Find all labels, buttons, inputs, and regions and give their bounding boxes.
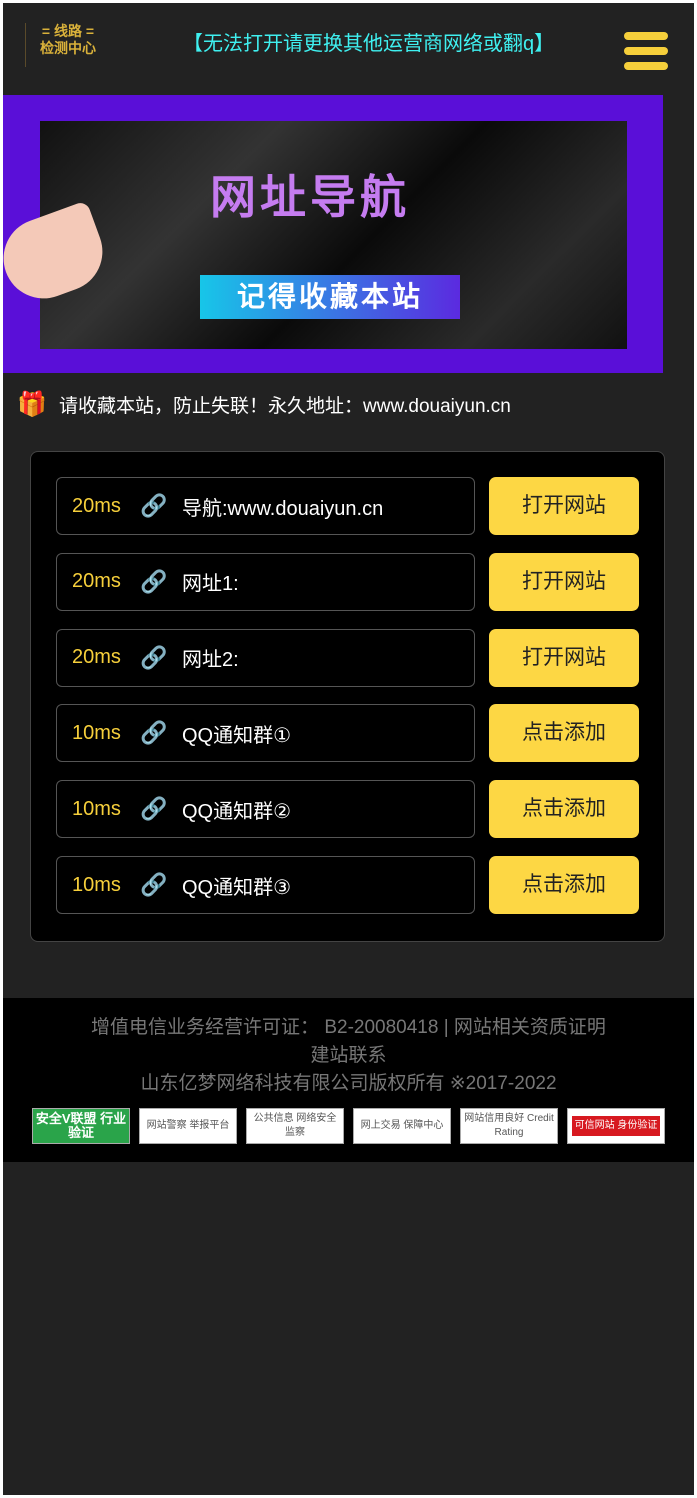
link-name: QQ通知群①: [182, 724, 292, 747]
logo-line2: 检测中心: [40, 40, 96, 56]
link-row: 20ms 🔗 导航:www.douaiyun.cn 打开网站: [56, 477, 639, 535]
latency: 10ms: [72, 721, 121, 744]
contact-link[interactable]: 建站联系: [310, 1045, 387, 1066]
page: = 线路 = 检测中心 【无法打开请更换其他运营商网络或翻q】 网址导航 记得收…: [0, 3, 694, 1495]
latency: 10ms: [72, 873, 121, 896]
banner-title: 网址导航: [210, 170, 410, 224]
open-button[interactable]: 打开网站: [489, 477, 639, 535]
link-row: 20ms 🔗 网址2: 打开网站: [56, 628, 639, 687]
open-button[interactable]: 点击添加: [489, 704, 639, 763]
trusted-site-badge[interactable]: 可信网站 身份验证: [567, 1108, 665, 1144]
license-text[interactable]: 增值电信业务经营许可证： B2-20080418 | 网站相关资质证明: [91, 1017, 606, 1038]
header: = 线路 = 检测中心 【无法打开请更换其他运营商网络或翻q】: [3, 3, 694, 93]
banner: 网址导航 记得收藏本站: [0, 95, 663, 373]
link-name: 网址2:: [182, 649, 239, 672]
latency: 20ms: [72, 646, 121, 669]
link-item[interactable]: 20ms 🔗 网址2:: [56, 628, 475, 687]
links-panel: 20ms 🔗 导航:www.douaiyun.cn 打开网站 20ms 🔗 网址1: 打开网站…: [30, 451, 665, 942]
logo[interactable]: = 线路 = 检测中心: [25, 23, 96, 67]
link-row: 10ms 🔗 QQ通知群① 点击添加: [56, 704, 639, 763]
link-item[interactable]: 20ms 🔗 网址1:: [56, 552, 475, 611]
security-monitor-badge[interactable]: 公共信息 网络安全监察: [246, 1108, 344, 1144]
open-button[interactable]: 点击添加: [489, 856, 639, 914]
footer: 增值电信业务经营许可证： B2-20080418 | 网站相关资质证明 建站联系…: [3, 998, 694, 1162]
notice-text: 【无法打开请更换其他运营商网络或翻q】: [183, 33, 555, 55]
credit-rating-badge[interactable]: 网站信用良好 Credit Rating: [460, 1108, 558, 1144]
link-icon: 🔗: [140, 872, 168, 897]
link-name: 网址1:: [182, 573, 239, 596]
link-item[interactable]: 10ms 🔗 QQ通知群②: [56, 780, 475, 839]
link-item[interactable]: 10ms 🔗 QQ通知群①: [56, 704, 475, 763]
bookmark-tip: 🎁 请收藏本站，防止失联！永久地址：www.douaiyun.cn: [17, 391, 511, 418]
banner-subtitle: 记得收藏本站: [200, 275, 460, 319]
open-button[interactable]: 打开网站: [489, 628, 639, 687]
link-item[interactable]: 10ms 🔗 QQ通知群③: [56, 856, 475, 914]
gift-icon: 🎁: [17, 390, 47, 418]
link-name: QQ通知群②: [182, 800, 292, 823]
industry-verify-badge[interactable]: 安全V联盟 行业验证: [32, 1108, 130, 1144]
link-icon: 🔗: [140, 644, 168, 670]
open-button[interactable]: 点击添加: [489, 780, 639, 839]
logo-line1: = 线路 =: [41, 23, 95, 39]
latency: 20ms: [72, 570, 121, 593]
link-icon: 🔗: [140, 568, 168, 594]
link-icon: 🔗: [140, 796, 168, 822]
trade-protect-badge[interactable]: 网上交易 保障中心: [353, 1108, 451, 1144]
link-name: QQ通知群③: [182, 876, 292, 899]
police-report-badge[interactable]: 网站警察 举报平台: [139, 1108, 237, 1144]
link-icon: 🔗: [140, 720, 168, 746]
hamburger-icon[interactable]: [624, 32, 668, 77]
link-item[interactable]: 20ms 🔗 导航:www.douaiyun.cn: [56, 477, 475, 535]
tip-text: 请收藏本站，防止失联！永久地址：www.douaiyun.cn: [59, 396, 511, 417]
latency: 20ms: [72, 494, 121, 517]
link-row: 10ms 🔗 QQ通知群② 点击添加: [56, 780, 639, 839]
link-row: 20ms 🔗 网址1: 打开网站: [56, 552, 639, 611]
latency: 10ms: [72, 797, 121, 820]
link-name: 导航:www.douaiyun.cn: [182, 497, 384, 520]
banner-image: 网址导航 记得收藏本站: [40, 121, 627, 349]
copyright-text: 山东亿梦网络科技有限公司版权所有 ※2017-2022: [140, 1073, 557, 1094]
link-row: 10ms 🔗 QQ通知群③ 点击添加: [56, 856, 639, 914]
open-button[interactable]: 打开网站: [489, 552, 639, 611]
badges: 安全V联盟 行业验证 网站警察 举报平台 公共信息 网络安全监察 网上交易 保障…: [3, 1108, 694, 1144]
link-icon: 🔗: [140, 493, 168, 518]
